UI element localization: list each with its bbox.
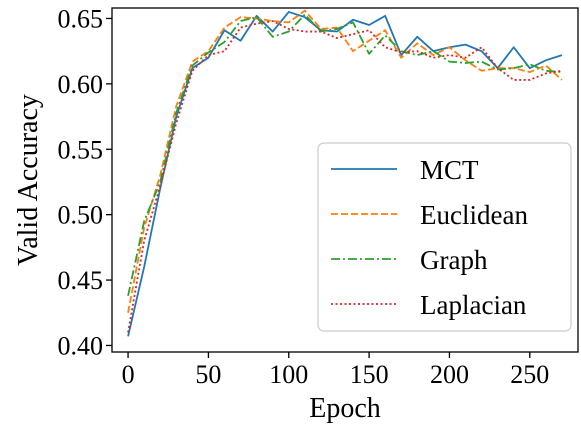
y-tick-label: 0.65: [58, 4, 104, 33]
y-tick-label: 0.50: [58, 201, 104, 230]
x-axis-ticks: 0 50 100 150 200 250: [122, 352, 549, 389]
y-axis-title: Valid Accuracy: [13, 94, 44, 266]
y-tick-label: 0.60: [58, 70, 104, 99]
legend-label-graph: Graph: [420, 245, 488, 275]
legend-label-laplacian: Laplacian: [420, 290, 527, 320]
x-tick-label: 250: [510, 360, 549, 389]
x-tick-label: 200: [430, 360, 469, 389]
series-layer: [127, 9, 563, 337]
x-tick-label: 0: [122, 360, 135, 389]
x-tick-label: 150: [350, 360, 389, 389]
legend-label-euclidean: Euclidean: [420, 200, 528, 230]
y-tick-label: 0.40: [58, 331, 104, 360]
legend-box: [317, 142, 572, 332]
plot-frame: [111, 7, 579, 353]
y-axis-ticks: 0.40 0.45 0.50 0.55 0.60 0.65: [58, 4, 112, 360]
y-tick-label: 0.45: [58, 266, 104, 295]
x-axis-title: Epoch: [309, 393, 381, 424]
x-tick-label: 50: [195, 360, 221, 389]
series-line-graph: [127, 13, 563, 296]
legend-label-mct: MCT: [420, 155, 479, 185]
legend: MCT Euclidean Graph Laplacian: [317, 142, 572, 332]
x-tick-label: 100: [269, 360, 308, 389]
y-tick-label: 0.55: [58, 135, 104, 164]
series-line-laplacian: [127, 20, 563, 333]
series-line-euclidean: [127, 9, 563, 313]
